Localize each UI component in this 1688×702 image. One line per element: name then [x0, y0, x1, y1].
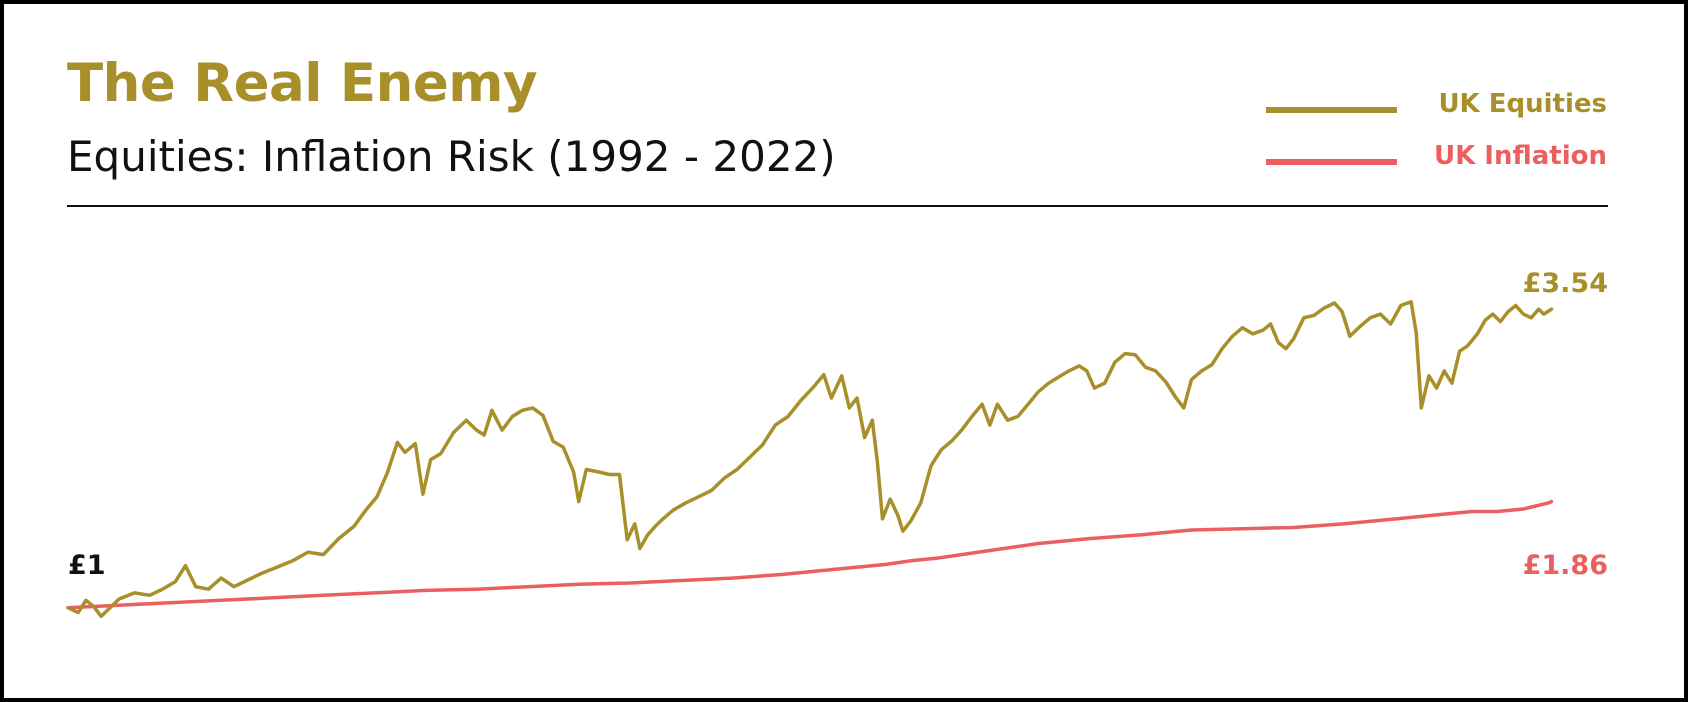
end-value-label-uk-inflation: £1.86 [1523, 550, 1608, 581]
chart-subtitle: Equities: Inflation Risk (1992 - 2022) [67, 132, 836, 181]
legend-label-uk-equities: UK Equities [1438, 89, 1607, 119]
chart-title: The Real Enemy [67, 53, 538, 114]
end-value-label-uk-equities: £3.54 [1523, 268, 1608, 299]
header-divider [67, 205, 1608, 207]
legend-label-uk-inflation: UK Inflation [1433, 141, 1607, 171]
legend-swatch-uk-inflation [1266, 159, 1397, 165]
legend-swatch-uk-equities [1266, 107, 1397, 113]
series-line-uk-inflation [66, 499, 1554, 610]
series-line-uk-equities [66, 300, 1554, 619]
start-value-label: £1 [68, 550, 106, 581]
